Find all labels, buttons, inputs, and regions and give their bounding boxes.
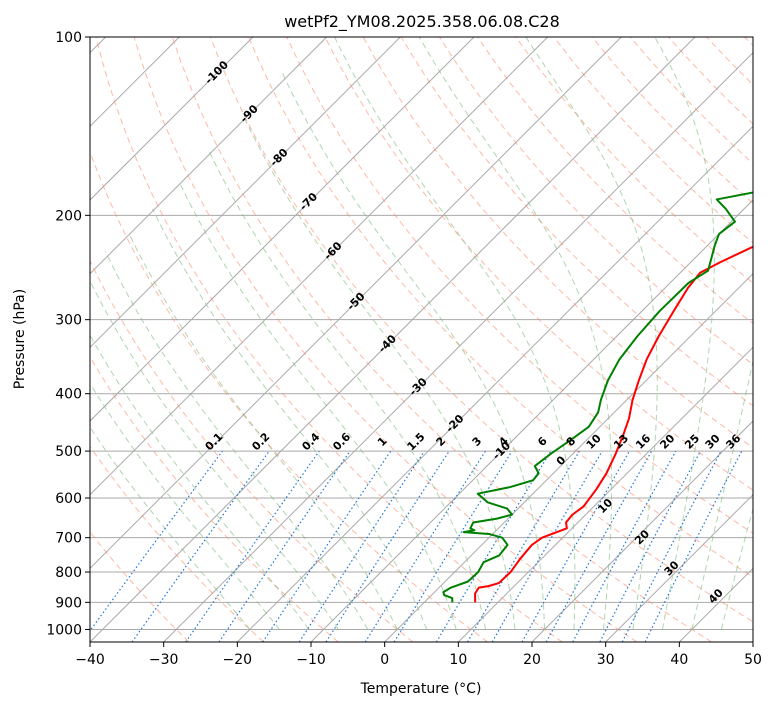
dry-adiabat-line xyxy=(90,356,339,642)
x-tick-label: −20 xyxy=(223,652,253,668)
mixing-ratio-line xyxy=(325,450,450,642)
mixing-ratio-line xyxy=(131,450,270,642)
moist-adiabat-line xyxy=(525,37,658,630)
isotherm-line xyxy=(90,37,549,496)
x-tick-label: 40 xyxy=(670,652,688,668)
moist-adiabat-line xyxy=(90,334,310,630)
moist-adiabat-line xyxy=(104,251,369,630)
mixing-ratio-line xyxy=(393,450,513,642)
moist-adiabat-line xyxy=(720,506,753,630)
dry-adiabat-line xyxy=(90,259,414,642)
mixing-ratio-line xyxy=(90,450,223,632)
moist-adiabat-line xyxy=(242,114,516,630)
y-tick-label: 1000 xyxy=(46,622,82,638)
x-tick-label: −40 xyxy=(75,652,105,668)
plot-background xyxy=(90,37,753,642)
x-tick-label: −10 xyxy=(296,652,326,668)
isotherm-line xyxy=(605,493,753,642)
mixing-ratio-line xyxy=(218,450,351,642)
y-tick-label: 300 xyxy=(55,313,82,329)
y-axis-ticks: 100 200 300 400 500 600 700 800 900 1000 xyxy=(46,30,90,638)
dry-adiabat-line xyxy=(515,37,753,284)
isotherm-line xyxy=(752,641,753,642)
x-tick-label: 20 xyxy=(523,652,541,668)
chart-title: wetPf2_YM08.2025.358.06.08.C28 xyxy=(284,12,560,32)
moist-adiabat-line xyxy=(90,426,251,630)
background-lines xyxy=(90,37,753,642)
x-axis-ticks: −40 −30 −20 −10 0 10 20 30 40 50 xyxy=(75,642,762,668)
dry-adiabat-line xyxy=(171,37,712,642)
y-tick-label: 800 xyxy=(55,565,82,581)
isotherm-line xyxy=(163,51,753,642)
mixing-ratio-line xyxy=(572,450,677,642)
moist-adiabat-line xyxy=(281,72,546,630)
temperature-line xyxy=(474,245,753,603)
y-tick-label: 900 xyxy=(55,595,82,611)
moist-adiabat-line xyxy=(128,233,398,630)
dewpoint-line xyxy=(442,191,753,603)
moist-adiabat-line xyxy=(654,37,715,630)
dry-adiabat-line xyxy=(286,37,753,534)
isotherm-line xyxy=(384,272,753,642)
isotherm-line xyxy=(236,125,753,642)
plot-frame xyxy=(89,36,754,643)
dry-adiabat-line xyxy=(324,37,753,491)
moist-adiabat-line xyxy=(90,382,280,630)
mixing-ratio-line xyxy=(521,450,631,642)
y-tick-label: 600 xyxy=(55,491,82,507)
isotherm-line xyxy=(90,37,622,570)
mixing-ratio-line xyxy=(545,450,653,642)
dry-adiabat-line xyxy=(95,37,563,642)
y-tick-label: 100 xyxy=(55,30,82,46)
y-tick-label: 200 xyxy=(55,208,82,224)
dry-adiabat-line xyxy=(90,445,264,642)
mixing-ratio-line xyxy=(644,450,743,642)
sounding-series xyxy=(442,191,753,603)
y-axis-label: Pressure (hPa) xyxy=(12,289,28,389)
moist-adiabat-line xyxy=(691,358,753,630)
x-axis-label: Temperature (°C) xyxy=(360,681,482,697)
dry-adiabat-line xyxy=(210,37,753,623)
isotherm-line xyxy=(457,346,753,642)
x-tick-label: 0 xyxy=(380,652,389,668)
isotherm-line xyxy=(90,37,254,201)
y-tick-label: 400 xyxy=(55,387,82,403)
x-tick-label: 50 xyxy=(744,652,762,668)
mixing-ratio-line xyxy=(185,450,320,642)
mixing-ratio-line xyxy=(262,450,392,642)
isotherm-line xyxy=(90,37,328,275)
moist-adiabat-line xyxy=(152,208,428,630)
isotherm-line xyxy=(90,37,401,349)
moist-adiabat-line xyxy=(90,279,339,630)
x-tick-label: 10 xyxy=(449,652,467,668)
mixing-ratio-line xyxy=(298,450,425,642)
y-tick-label: 500 xyxy=(55,444,82,460)
x-tick-label: −30 xyxy=(149,652,179,668)
y-tick-label: 700 xyxy=(55,531,82,547)
isotherm-line xyxy=(531,420,753,642)
isotherm-line xyxy=(90,37,696,642)
dry-adiabat-line xyxy=(248,37,753,578)
isotherm-line xyxy=(90,37,475,422)
moist-adiabat-line xyxy=(418,37,613,630)
x-tick-label: 30 xyxy=(597,652,615,668)
